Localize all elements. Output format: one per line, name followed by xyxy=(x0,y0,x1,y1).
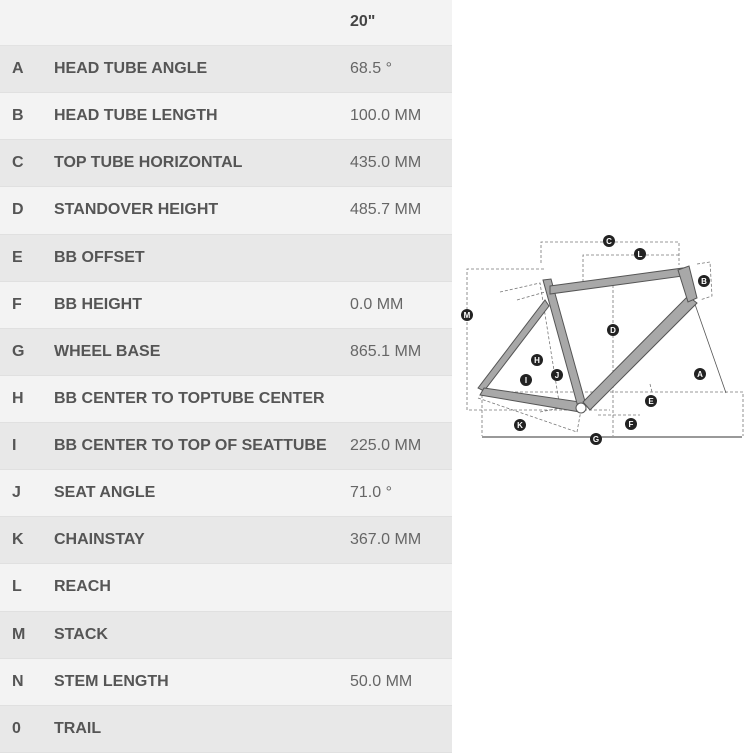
table-row: N STEM LENGTH 50.0 MM xyxy=(0,658,452,706)
row-name: HEAD TUBE ANGLE xyxy=(54,60,208,78)
table-row: 0 TRAIL xyxy=(0,705,452,753)
row-letter: L xyxy=(12,578,22,596)
table-row: A HEAD TUBE ANGLE 68.5 ° xyxy=(0,46,452,94)
row-name: STANDOVER HEIGHT xyxy=(54,201,219,219)
diagram-label-g: G xyxy=(590,433,602,445)
table-row: H BB CENTER TO TOPTUBE CENTER xyxy=(0,375,452,423)
row-value: 100.0 MM xyxy=(350,107,422,125)
svg-text:M: M xyxy=(464,311,471,320)
diagram-label-i: I xyxy=(520,374,532,386)
table-row: I BB CENTER TO TOP OF SEATTUBE 225.0 MM xyxy=(0,423,452,471)
row-name: BB CENTER TO TOPTUBE CENTER xyxy=(54,389,325,407)
row-name: REACH xyxy=(54,578,111,596)
size-header: 20" xyxy=(350,13,376,30)
row-letter: D xyxy=(12,201,24,219)
diagram-label-d: D xyxy=(607,324,619,336)
row-letter: M xyxy=(12,625,26,643)
diagram-label-c: C xyxy=(603,235,615,247)
table-row: G WHEEL BASE 865.1 MM xyxy=(0,328,452,376)
row-value: 485.7 MM xyxy=(350,201,422,219)
row-name: STEM LENGTH xyxy=(54,672,169,690)
row-letter: N xyxy=(12,672,24,690)
row-value: 0.0 MM xyxy=(350,295,404,313)
svg-text:G: G xyxy=(593,435,599,444)
svg-text:I: I xyxy=(525,376,527,385)
row-name: HEAD TUBE LENGTH xyxy=(54,107,218,125)
diagram-label-a: A xyxy=(694,368,706,380)
row-letter: J xyxy=(12,484,21,502)
row-name: TOP TUBE HORIZONTAL xyxy=(54,154,243,172)
row-name: BB HEIGHT xyxy=(54,295,142,313)
svg-text:C: C xyxy=(606,237,612,246)
row-value: 865.1 MM xyxy=(350,342,422,360)
diagram-label-f: F xyxy=(625,418,637,430)
svg-text:K: K xyxy=(517,421,523,430)
svg-text:D: D xyxy=(610,326,616,335)
table-row: C TOP TUBE HORIZONTAL 435.0 MM xyxy=(0,140,452,188)
row-name: BB OFFSET xyxy=(54,248,145,266)
row-letter: H xyxy=(12,389,24,407)
row-letter: K xyxy=(12,531,24,549)
row-value: 71.0 ° xyxy=(350,484,392,502)
diagram-label-e: E xyxy=(645,395,657,407)
table-row: E BB OFFSET xyxy=(0,234,452,282)
bike-frame xyxy=(477,265,698,413)
row-letter: I xyxy=(12,437,17,455)
diagram-label-k: K xyxy=(514,419,526,431)
row-name: STACK xyxy=(54,625,108,643)
row-letter: B xyxy=(12,107,24,125)
row-value: 435.0 MM xyxy=(350,154,422,172)
geometry-table: 20" A HEAD TUBE ANGLE 68.5 ° B HEAD TUBE LEN… xyxy=(0,0,452,753)
diagram-label-j: J xyxy=(551,369,563,381)
row-value: 50.0 MM xyxy=(350,672,413,690)
svg-text:H: H xyxy=(534,356,540,365)
row-letter: F xyxy=(12,295,22,313)
svg-text:B: B xyxy=(701,277,707,286)
row-name: CHAINSTAY xyxy=(54,531,145,549)
row-value: 68.5 ° xyxy=(350,60,392,78)
row-value: 367.0 MM xyxy=(350,531,422,549)
svg-text:F: F xyxy=(629,420,634,429)
row-letter: A xyxy=(12,60,24,78)
row-letter: E xyxy=(12,248,23,266)
row-value: 225.0 MM xyxy=(350,437,422,455)
table-row: B HEAD TUBE LENGTH 100.0 MM xyxy=(0,93,452,141)
diagram-label-m: M xyxy=(461,309,473,321)
row-letter: G xyxy=(12,342,25,360)
row-name: WHEEL BASE xyxy=(54,342,161,360)
table-row: M STACK xyxy=(0,611,452,659)
row-letter: C xyxy=(12,154,24,172)
table-header: 20" xyxy=(0,0,452,46)
frame-geometry-diagram: C L B M D H I J A E F K G xyxy=(461,235,744,445)
diagram-label-b: B xyxy=(698,275,710,287)
row-name: SEAT ANGLE xyxy=(54,484,156,502)
table-row: L REACH xyxy=(0,564,452,612)
table-row: D STANDOVER HEIGHT 485.7 MM xyxy=(0,187,452,235)
row-name: TRAIL xyxy=(54,719,102,737)
svg-text:A: A xyxy=(697,370,703,379)
table-row: F BB HEIGHT 0.0 MM xyxy=(0,281,452,329)
svg-text:E: E xyxy=(648,397,654,406)
row-letter: 0 xyxy=(12,719,21,737)
table-row: J SEAT ANGLE 71.0 ° xyxy=(0,470,452,518)
svg-text:J: J xyxy=(555,371,559,380)
row-name: BB CENTER TO TOP OF SEATTUBE xyxy=(54,437,327,455)
svg-text:L: L xyxy=(638,250,643,259)
table-row: K CHAINSTAY 367.0 MM xyxy=(0,517,452,565)
diagram-label-h: H xyxy=(531,354,543,366)
diagram-label-l: L xyxy=(634,248,646,260)
